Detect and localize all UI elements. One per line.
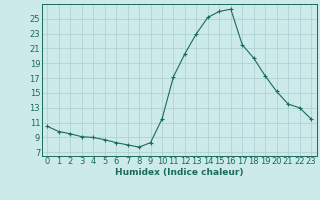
X-axis label: Humidex (Indice chaleur): Humidex (Indice chaleur) [115, 168, 244, 177]
